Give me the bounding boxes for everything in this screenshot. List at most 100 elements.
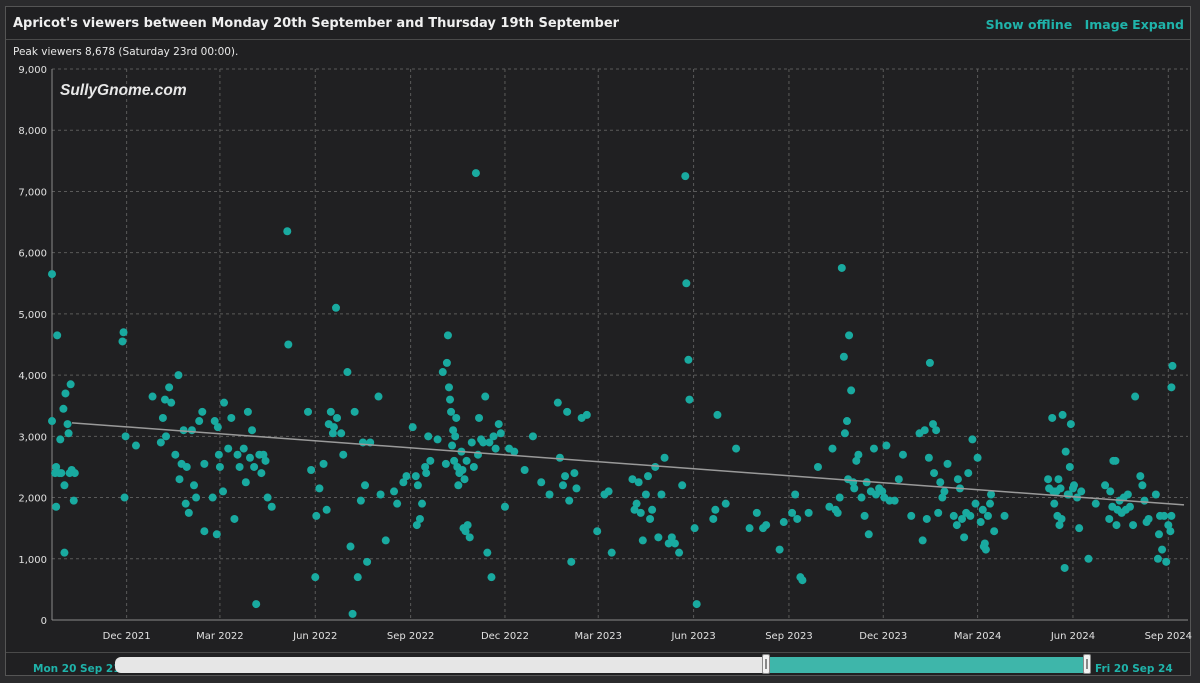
x-axis: Dec 2021 Mar 2022 Jun 2022 Sep 2022 Dec 2022… [52,619,1192,642]
x-tick-label: Mar 2024 [954,631,1002,642]
data-point [607,548,616,557]
data-point [563,407,572,416]
data-point [840,429,849,438]
range-end-label: Fri 20 Sep 24 [1095,663,1173,675]
data-point [56,435,65,444]
data-point [1105,514,1114,523]
data-point [337,429,346,438]
data-point [630,505,639,514]
data-point [315,484,324,493]
data-point [510,447,519,456]
data-point [252,600,261,609]
data-point [646,514,655,523]
data-point [48,417,56,426]
show-offline-link[interactable]: Show offline [985,17,1073,32]
data-point [61,389,70,398]
data-point [1044,475,1053,484]
data-point [976,518,985,527]
data-point [1069,481,1078,490]
y-tick-label: 5,000 [18,310,47,321]
range-track[interactable] [115,654,1091,674]
chart-panel: Apricot's viewers between Monday 20th Se… [5,6,1192,676]
data-point [454,481,463,490]
data-point [943,459,952,468]
data-point [1162,557,1171,566]
data-point [667,533,676,542]
data-point [721,499,730,508]
data-point [593,527,602,536]
data-point [1054,475,1063,484]
x-tick-label: Mar 2022 [196,631,244,642]
data-point [791,490,800,499]
x-tick-label: Jun 2022 [292,631,337,642]
data-point [934,508,943,517]
data-point [312,511,321,520]
data-point [491,444,500,453]
data-point [479,438,488,447]
data-point [353,573,362,582]
header-links: Show offline Image Expand [978,17,1184,32]
data-point [356,496,365,505]
data-point [326,407,335,416]
data-point [1160,511,1169,520]
data-point [918,536,927,545]
data-point [381,536,390,545]
data-point [850,484,859,493]
data-point [553,398,562,407]
range-selector: Mon 20 Sep 21 Fri 20 Sep 24 [6,652,1190,676]
data-point [192,493,201,502]
data-point [70,469,79,478]
data-point [1136,472,1145,481]
data-point [545,490,554,499]
x-tick-label: Dec 2023 [859,631,907,642]
data-point [924,453,933,462]
image-link[interactable]: Image [1084,17,1129,32]
data-point [332,303,340,312]
data-point [261,456,270,465]
y-tick-label: 2,000 [18,494,47,505]
data-point [1154,530,1163,539]
data-point [839,352,848,361]
data-point [241,478,250,487]
data-point [171,450,180,459]
data-point [632,499,641,508]
data-point [175,475,184,484]
data-point [190,481,198,490]
y-tick-label: 7,000 [18,187,47,198]
range-handle-left[interactable] [761,654,770,674]
data-point [711,505,720,514]
data-point [329,423,338,432]
data-point [452,413,461,422]
data-point [920,426,929,435]
data-point [230,514,239,523]
data-point [971,499,980,508]
data-point [852,456,861,465]
data-point [63,420,72,429]
data-point [878,487,887,496]
data-point [1061,447,1070,456]
data-point [958,514,967,523]
data-point [283,227,292,236]
range-selection[interactable] [765,657,1091,673]
data-point [952,521,961,530]
expand-link[interactable]: Expand [1132,17,1184,32]
data-point [393,499,402,508]
data-point [854,450,863,459]
data-point [304,407,313,416]
range-handle-right[interactable] [1083,654,1091,674]
data-point [779,518,788,527]
data-point [1048,413,1057,422]
data-point [235,462,244,471]
data-point [890,496,899,505]
y-tick-label: 6,000 [18,249,47,260]
data-point [980,539,989,548]
data-point [248,426,257,435]
data-point [487,573,496,582]
data-point [311,573,320,582]
data-point [1131,392,1140,401]
data-point [968,435,977,444]
data-point [528,432,537,441]
data-point [1167,383,1176,392]
data-point [713,410,722,419]
data-point [208,493,217,502]
